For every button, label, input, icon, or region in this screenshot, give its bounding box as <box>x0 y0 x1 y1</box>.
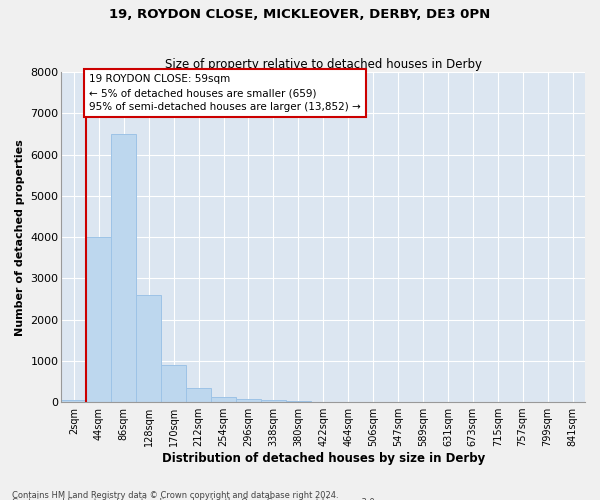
Bar <box>86 237 112 402</box>
Title: Size of property relative to detached houses in Derby: Size of property relative to detached ho… <box>165 58 482 71</box>
Bar <box>236 399 261 402</box>
Bar <box>161 365 186 402</box>
Bar <box>136 295 161 402</box>
Text: Contains HM Land Registry data © Crown copyright and database right 2024.: Contains HM Land Registry data © Crown c… <box>12 490 338 500</box>
Bar <box>186 388 211 402</box>
Bar <box>112 134 136 402</box>
Y-axis label: Number of detached properties: Number of detached properties <box>15 138 25 336</box>
Bar <box>211 396 236 402</box>
Bar <box>261 400 286 402</box>
X-axis label: Distribution of detached houses by size in Derby: Distribution of detached houses by size … <box>161 452 485 465</box>
Bar <box>286 401 311 402</box>
Text: Contains public sector information licensed under the Open Government Licence v3: Contains public sector information licen… <box>12 498 377 500</box>
Text: 19 ROYDON CLOSE: 59sqm
← 5% of detached houses are smaller (659)
95% of semi-det: 19 ROYDON CLOSE: 59sqm ← 5% of detached … <box>89 74 361 112</box>
Text: 19, ROYDON CLOSE, MICKLEOVER, DERBY, DE3 0PN: 19, ROYDON CLOSE, MICKLEOVER, DERBY, DE3… <box>109 8 491 20</box>
Bar <box>61 400 86 402</box>
